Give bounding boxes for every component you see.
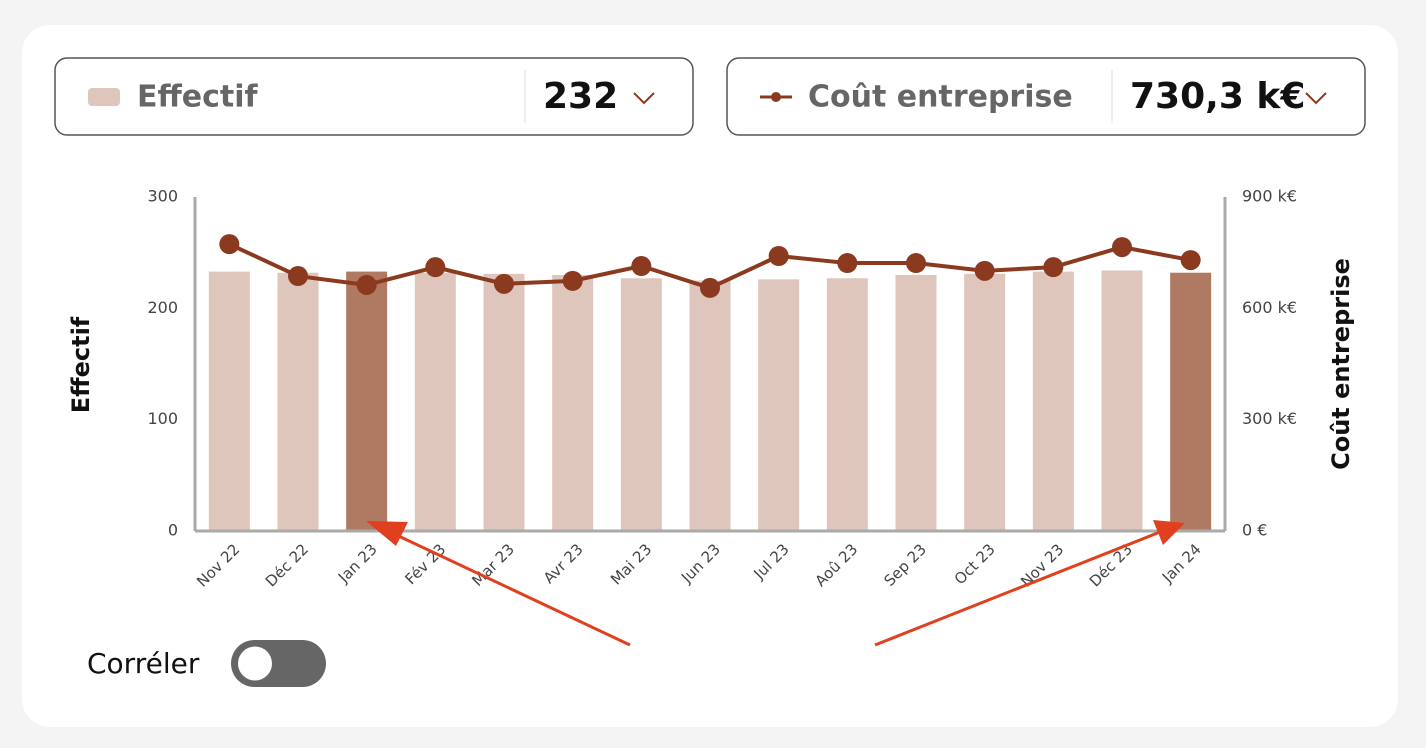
selector-box[interactable] — [54, 57, 694, 136]
legend-swatch — [88, 88, 120, 106]
line-point — [219, 234, 240, 255]
line-point — [1180, 250, 1201, 271]
chevron[interactable] — [633, 92, 655, 105]
line-point — [700, 277, 720, 298]
bar — [552, 274, 594, 531]
line-point — [631, 256, 652, 277]
y2-axis-title: Coût entreprise — [1327, 258, 1355, 470]
line-point — [837, 253, 858, 274]
selector-value: 232 — [543, 76, 618, 117]
legend-dot — [771, 92, 781, 102]
line-point — [562, 270, 583, 291]
bar — [895, 274, 937, 531]
legend-label: Effectif — [137, 80, 259, 115]
toggle[interactable] — [231, 640, 326, 687]
bar — [758, 279, 800, 531]
bar — [620, 278, 662, 531]
y-tick-label: 200 — [147, 298, 178, 317]
legend-label: Coût entreprise — [808, 80, 1073, 115]
arrow — [874, 530, 1161, 647]
line-point — [1112, 237, 1132, 258]
bar — [1101, 270, 1143, 531]
y2-tick-label: 900 k€ — [1242, 187, 1297, 206]
line-point — [425, 257, 446, 278]
selector-value: 730,3 k€ — [1130, 76, 1305, 117]
bar — [346, 271, 388, 531]
bar — [208, 271, 250, 531]
bar — [826, 278, 868, 531]
line-point — [288, 266, 308, 287]
selector[interactable]: Coût entreprise 730,3 k€ — [726, 57, 1366, 136]
line-point — [906, 253, 926, 274]
bar — [689, 280, 731, 531]
toggle-knob[interactable] — [238, 646, 272, 681]
toggle-label: Corréler — [87, 647, 200, 680]
annotation-arrows — [366, 520, 1185, 647]
bar — [964, 273, 1006, 531]
arrow-head — [366, 521, 408, 546]
arrow-head — [1153, 520, 1185, 545]
arrow — [389, 530, 631, 647]
bar — [277, 272, 319, 531]
chevron[interactable] — [1305, 92, 1327, 105]
selector[interactable]: Effectif 232 — [54, 57, 694, 136]
y-axis-title: Effectif — [67, 316, 95, 413]
line-point — [356, 274, 377, 295]
bar — [1170, 272, 1212, 531]
y-tick-label: 300 — [147, 187, 178, 206]
line-point — [768, 246, 789, 267]
line-point — [974, 260, 995, 281]
bar — [414, 272, 456, 531]
y-tick-label: 0 — [168, 521, 178, 540]
line-point — [1043, 257, 1064, 278]
line-point — [494, 273, 514, 294]
y2-tick-label: 600 k€ — [1242, 298, 1297, 317]
bar — [483, 273, 525, 531]
selector-box[interactable] — [726, 57, 1366, 136]
y-tick-label: 100 — [147, 409, 178, 428]
y2-tick-label: 300 k€ — [1242, 409, 1297, 428]
bar — [1032, 271, 1074, 531]
y2-tick-label: 0 € — [1242, 521, 1267, 540]
